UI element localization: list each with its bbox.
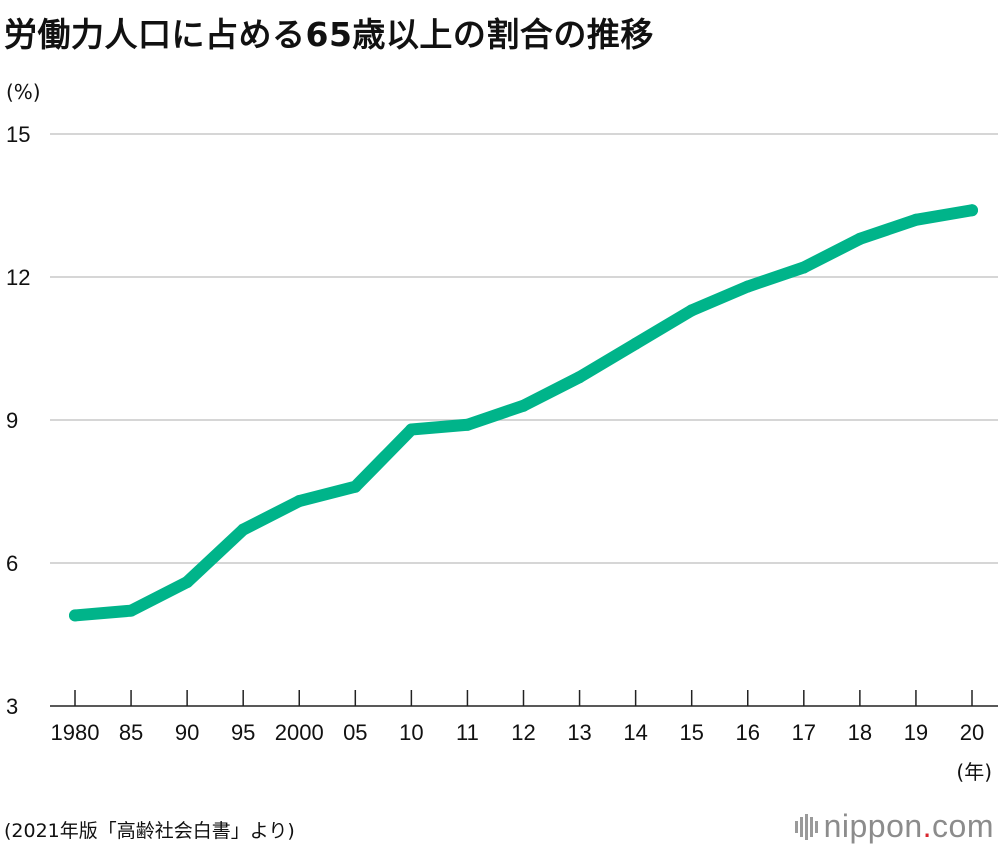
x-tick-label: 85 (119, 720, 143, 745)
data-point (909, 213, 922, 226)
x-tick-label: 12 (511, 720, 535, 745)
x-tick-label: 17 (792, 720, 816, 745)
data-point (237, 523, 250, 536)
logo-bars-icon (794, 813, 818, 841)
x-tick-label: 20 (960, 720, 984, 745)
data-point (125, 604, 138, 617)
series-group (69, 204, 978, 622)
x-tick-label: 1980 (51, 720, 100, 745)
x-tick-label: 90 (175, 720, 199, 745)
x-tick-label: 19 (904, 720, 928, 745)
data-point (573, 371, 586, 384)
chart-title: 労働力人口に占める65歳以上の割合の推移 (4, 15, 654, 54)
data-point (741, 280, 754, 293)
data-point (685, 304, 698, 317)
logo-text: nippon.com (823, 808, 994, 844)
data-point (293, 495, 306, 508)
data-point (405, 423, 418, 436)
x-tick-label: 16 (736, 720, 760, 745)
y-tick-labels: 3 6 9 12 15 (6, 122, 30, 719)
source-note: (2021年版「高齢社会白書」より) (4, 820, 295, 842)
data-point (69, 609, 81, 622)
x-tick-label: 95 (231, 720, 255, 745)
x-tick-label: 10 (399, 720, 423, 745)
x-tick-label: 2000 (275, 720, 324, 745)
x-axis-unit: (年) (956, 760, 992, 784)
x-axis: 1980 85 90 95 2000 05 10 11 12 13 14 15 16 17 18 19 20 (50, 690, 998, 745)
y-tick-label: 15 (6, 122, 30, 147)
x-tick-label: 11 (456, 720, 479, 745)
y-tick-label: 12 (6, 265, 30, 290)
data-point (966, 204, 978, 217)
data-point (181, 576, 194, 589)
x-tick-label: 13 (567, 720, 591, 745)
gridlines (50, 133, 998, 564)
nippon-logo: nippon.com (794, 808, 994, 845)
data-point (461, 418, 474, 431)
series-line (69, 204, 978, 622)
x-tick-label: 14 (623, 720, 647, 745)
y-tick-label: 6 (6, 551, 18, 576)
data-point (517, 399, 530, 412)
data-point (629, 337, 642, 350)
x-tick-label: 05 (343, 720, 367, 745)
y-axis-unit: (%) (6, 80, 41, 104)
data-point (853, 232, 866, 245)
data-point (349, 480, 362, 493)
data-point (797, 261, 810, 274)
x-tick-label: 18 (848, 720, 872, 745)
y-tick-label: 9 (6, 408, 18, 433)
x-tick-label: 15 (679, 720, 703, 745)
y-tick-label: 3 (6, 694, 18, 719)
